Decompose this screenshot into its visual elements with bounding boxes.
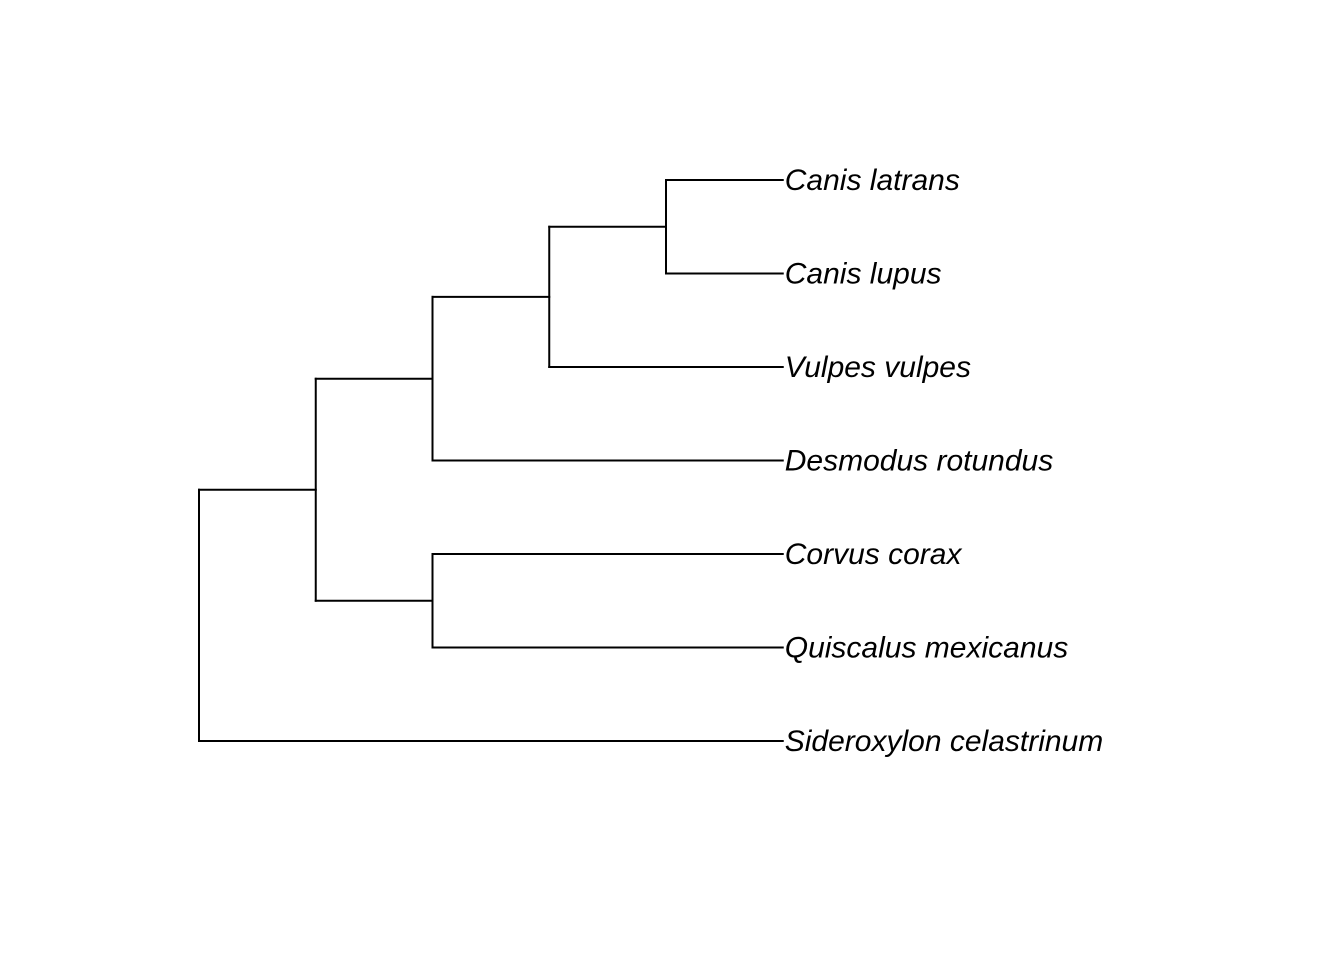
tip-label-vulpes-vulpes: Vulpes vulpes [785,351,971,384]
tip-labels: Canis latrans Canis lupus Vulpes vulpes Des… [785,164,1103,758]
tip-label-sideroxylon-celastrinum: Sideroxylon celastrinum [785,725,1103,758]
tree-branches [198,179,784,742]
tip-label-quiscalus-mexicanus: Quiscalus mexicanus [785,632,1068,665]
tip-label-canis-lupus: Canis lupus [785,258,942,291]
tip-label-canis-latrans: Canis latrans [785,164,960,197]
tip-label-desmodus-rotundus: Desmodus rotundus [785,445,1053,478]
tip-label-corvus-corax: Corvus corax [785,538,963,571]
